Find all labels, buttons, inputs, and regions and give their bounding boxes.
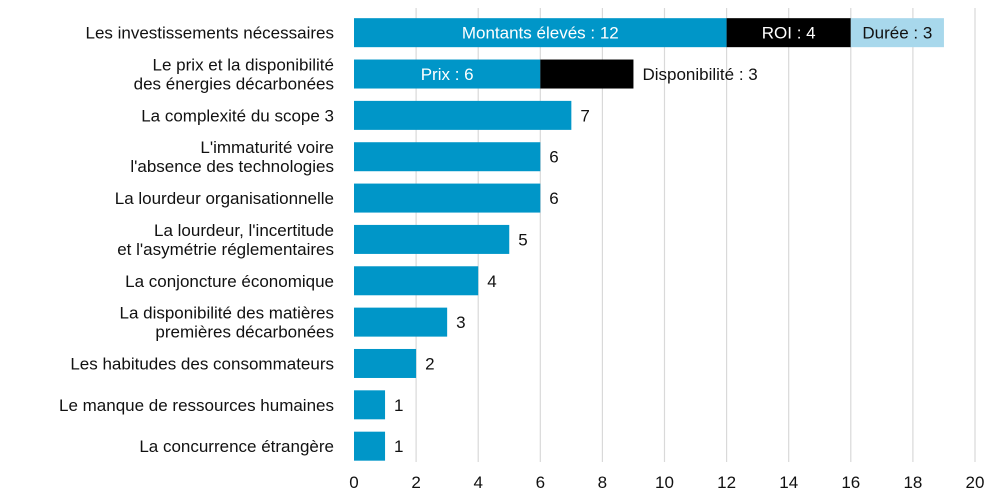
- x-tick-label: 20: [966, 473, 985, 492]
- category-label: La concurrence étrangère: [139, 437, 334, 456]
- x-tick-label: 10: [655, 473, 674, 492]
- category-label: premières décarbonées: [155, 323, 334, 342]
- bar-segment: [354, 18, 727, 48]
- category-label: La complexité du scope 3: [141, 106, 334, 125]
- x-tick-label: 8: [598, 473, 607, 492]
- category-labels: Les investissements nécessaires Le prix e…: [59, 24, 334, 456]
- bar-segment: [354, 307, 448, 337]
- x-tick-label: 2: [411, 473, 420, 492]
- data-label: Disponibilité : 3: [642, 65, 757, 84]
- x-tick-label: 0: [349, 473, 358, 492]
- bar-segment: [354, 266, 479, 296]
- data-label: ROI : 4: [762, 24, 816, 43]
- x-axis-tick-labels: 0 2 4 6 8 10 12 14 16 18 20: [349, 473, 984, 492]
- category-label: l'absence des technologies: [130, 157, 334, 176]
- category-label: des énergies décarbonées: [134, 75, 334, 94]
- bar-segment: [354, 59, 541, 89]
- category-label: et l'asymétrie réglementaires: [117, 240, 334, 259]
- bar-segment: [354, 142, 541, 172]
- x-tick-label: 12: [717, 473, 736, 492]
- category-label: La disponibilité des matières: [119, 304, 334, 323]
- data-label: 7: [580, 106, 589, 125]
- x-tick-label: 6: [536, 473, 545, 492]
- x-tick-label: 14: [779, 473, 798, 492]
- category-label: Le prix et la disponibilité: [153, 56, 334, 75]
- bar-segment: [540, 59, 634, 89]
- category-label: Les habitudes des consommateurs: [70, 354, 334, 373]
- data-label: Durée : 3: [862, 24, 932, 43]
- bar-segment: [354, 183, 541, 213]
- data-label: 4: [487, 272, 496, 291]
- category-label: Les investissements nécessaires: [85, 24, 334, 43]
- data-label: 1: [394, 396, 403, 415]
- data-label: 2: [425, 354, 434, 373]
- bar-segment: [354, 390, 386, 420]
- x-tick-label: 4: [473, 473, 482, 492]
- data-label: Montants élevés : 12: [462, 24, 619, 43]
- x-tick-label: 16: [841, 473, 860, 492]
- category-label: La lourdeur organisationnelle: [115, 189, 334, 208]
- category-label: L'immaturité voire: [200, 138, 334, 157]
- data-label: Prix : 6: [421, 65, 474, 84]
- data-label: 3: [456, 313, 465, 332]
- data-label: 6: [549, 148, 558, 167]
- bar-segment: [354, 224, 510, 254]
- category-label: La conjoncture économique: [125, 272, 334, 291]
- data-label: 6: [549, 189, 558, 208]
- category-label: Le manque de ressources humaines: [59, 396, 334, 415]
- bars: Montants élevés : 12 ROI : 4 Durée : 3 Prix…: [354, 18, 944, 461]
- bar-segment: [726, 18, 851, 48]
- bar-segment: [850, 18, 944, 48]
- bar-segment: [354, 100, 572, 130]
- data-label: 5: [518, 230, 527, 249]
- data-label: 1: [394, 437, 403, 456]
- bar-segment: [354, 431, 386, 461]
- category-label: La lourdeur, l'incertitude: [154, 221, 334, 240]
- x-tick-label: 18: [903, 473, 922, 492]
- bar-segment: [354, 348, 417, 378]
